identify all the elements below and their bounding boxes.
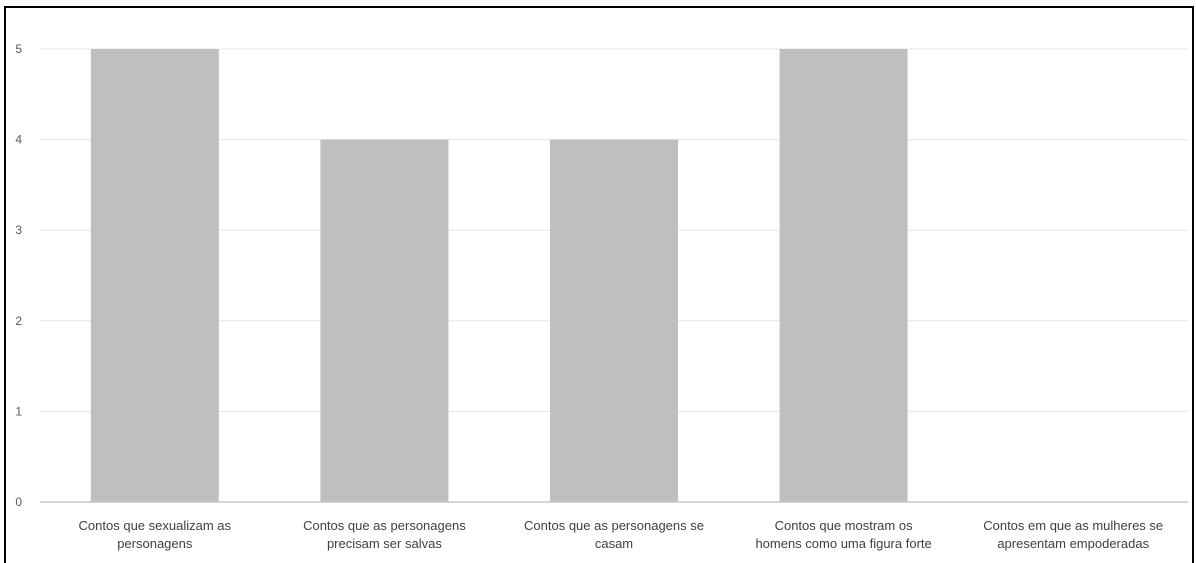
- category-label: Contos que as personagens se casam: [524, 518, 704, 551]
- bar: [90, 49, 219, 502]
- y-tick-label: 1: [15, 404, 22, 418]
- bar: [550, 139, 678, 502]
- category-labels: Contos que sexualizam as personagens Conto…: [79, 518, 1164, 551]
- y-tick-label: 2: [15, 314, 22, 328]
- category-label: Contos que mostram os homens como uma fig…: [755, 518, 931, 551]
- y-tick-label: 0: [15, 495, 22, 509]
- category-label: Contos que as personagens precisam ser sa…: [303, 518, 466, 551]
- y-tick-label: 5: [15, 42, 22, 56]
- y-tick-labels: 0 1 2 3 4 5: [15, 42, 22, 509]
- category-label: Contos que sexualizam as personagens: [79, 518, 232, 551]
- y-tick-label: 3: [15, 223, 22, 237]
- y-tick-label: 4: [15, 133, 22, 147]
- bar: [779, 49, 908, 502]
- bar: [320, 139, 449, 502]
- bar-layer: [90, 49, 908, 502]
- category-label: Contos em que as mulheres se apresentam e…: [983, 518, 1163, 551]
